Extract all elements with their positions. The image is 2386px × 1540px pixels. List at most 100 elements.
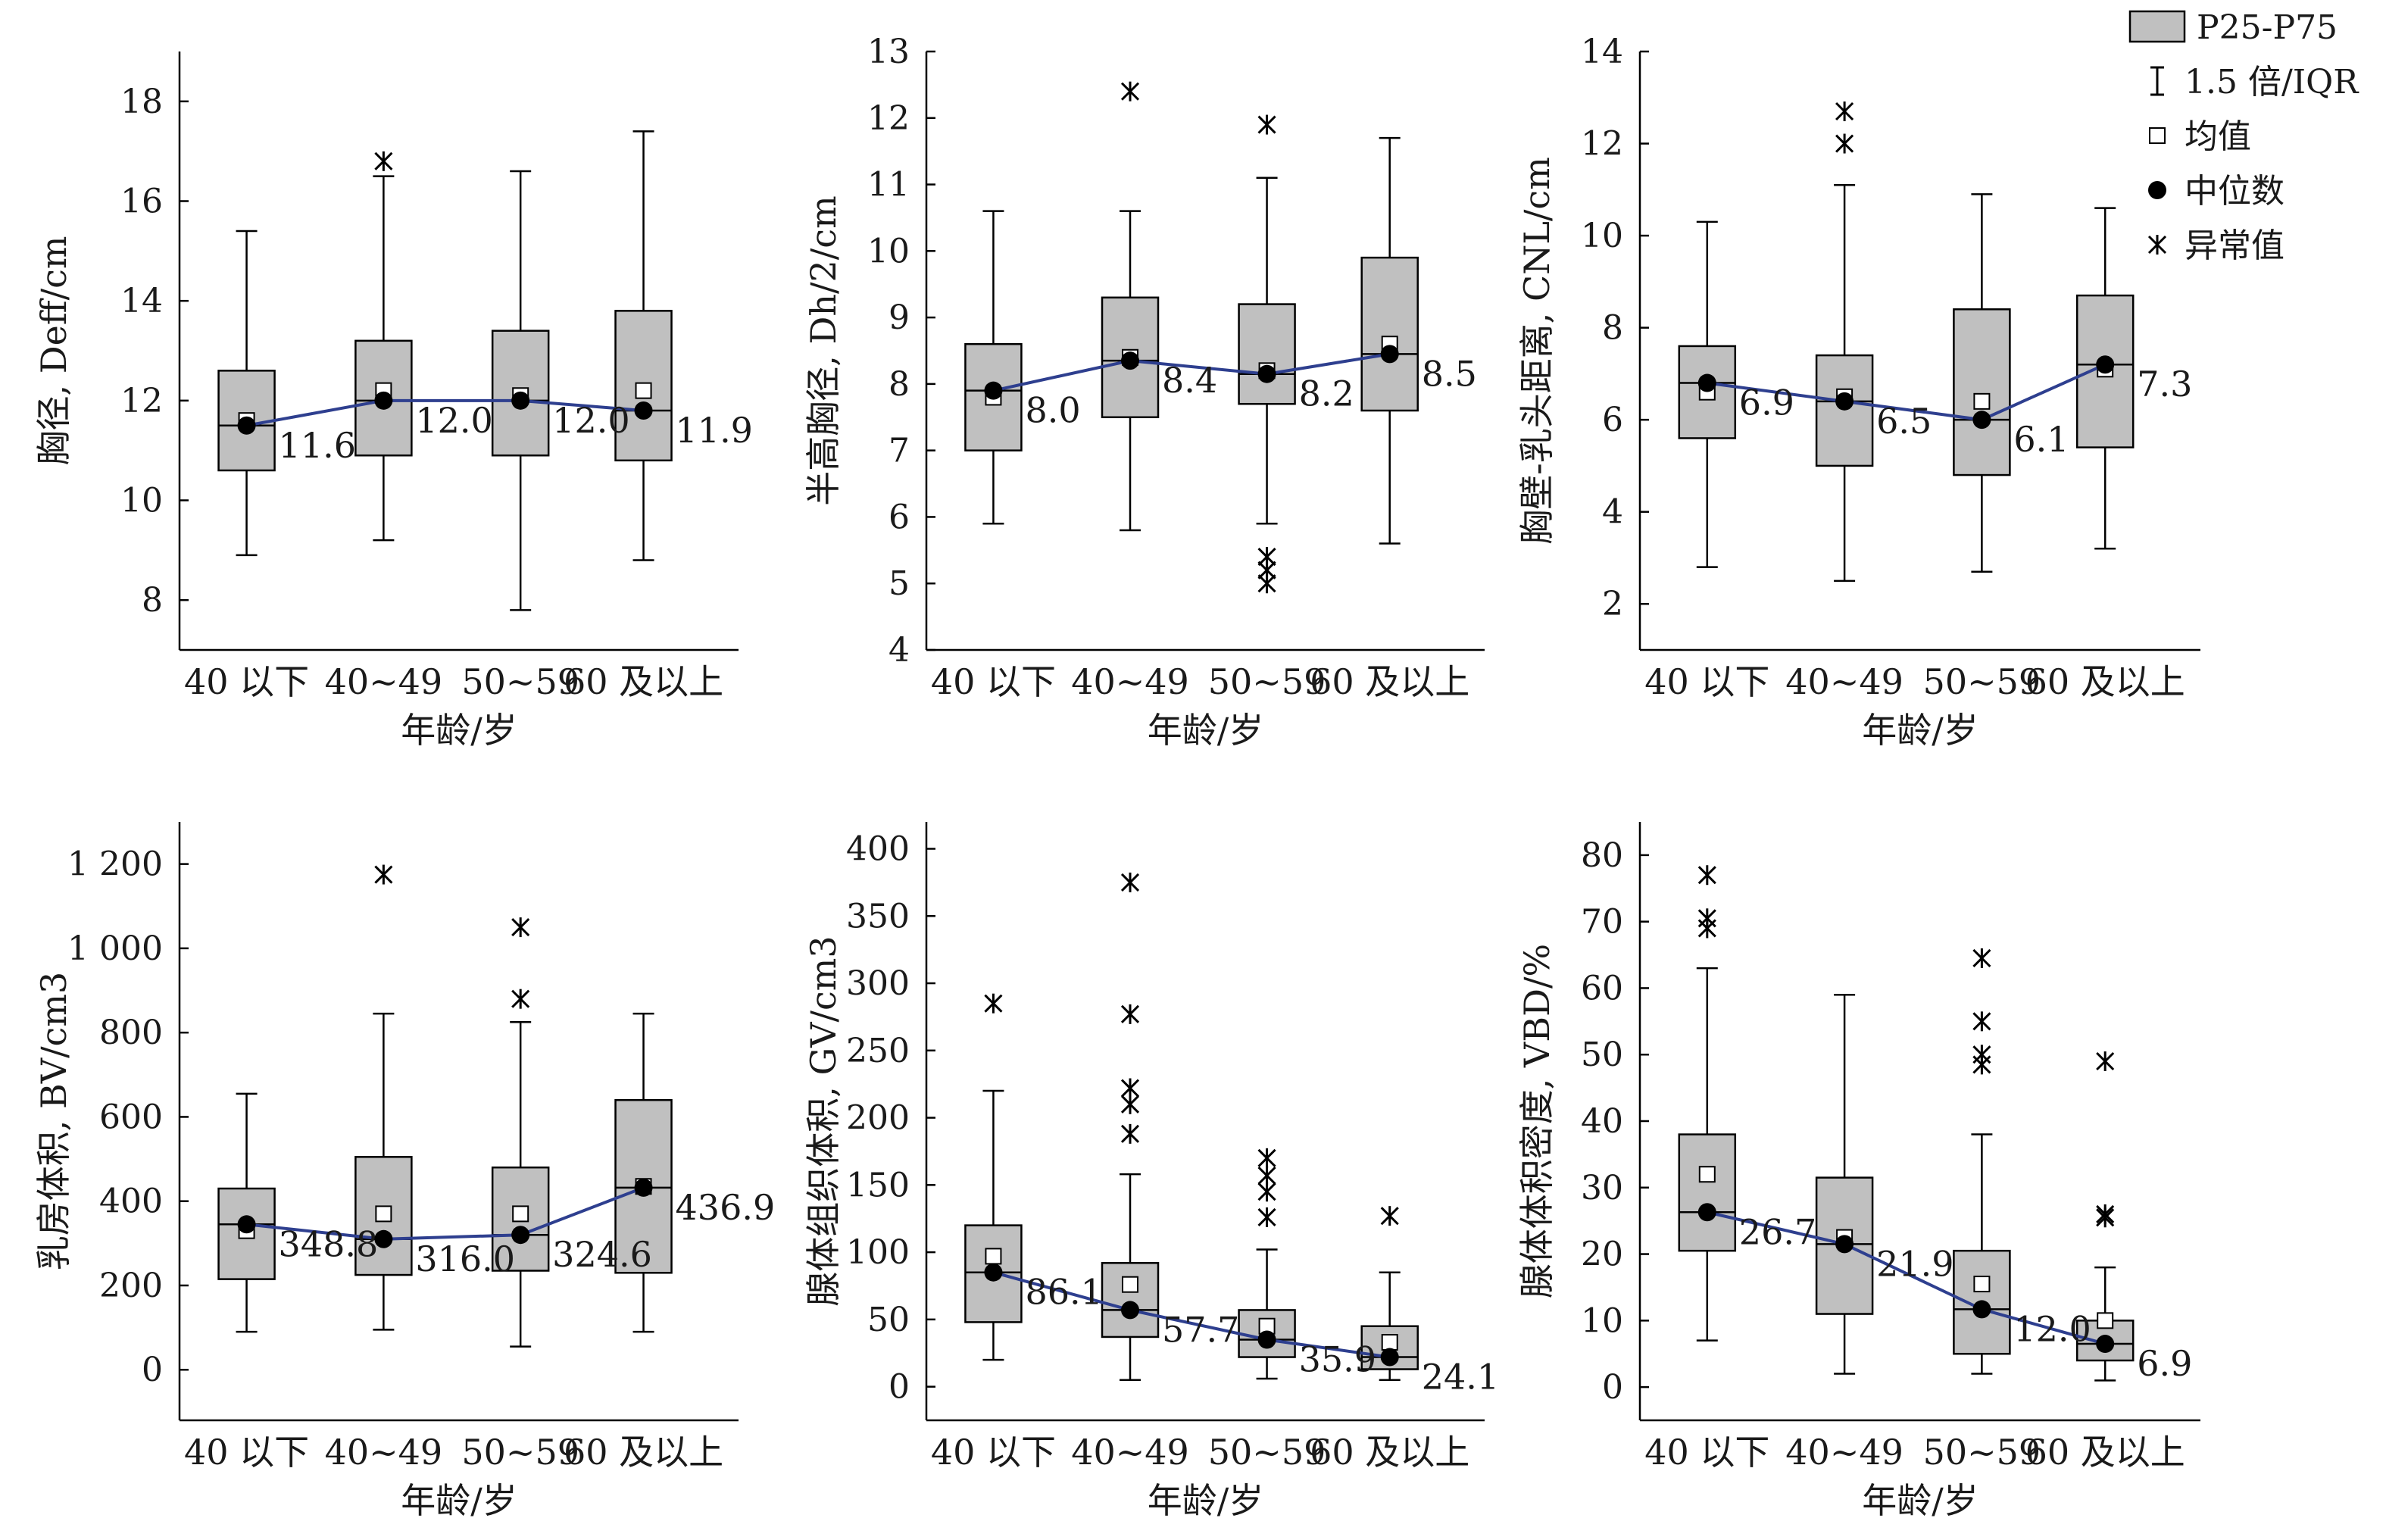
- median-value-label: 35.9: [1299, 1339, 1376, 1379]
- box-1: [217, 1092, 276, 1333]
- median-dot: [1697, 373, 1716, 392]
- median-trend-line: [1707, 363, 2106, 422]
- y-tick-label: 8: [889, 365, 910, 404]
- box-1: [1678, 220, 1737, 568]
- outlier-marker: [1697, 918, 1716, 939]
- y-tick-label: 250: [846, 1032, 910, 1070]
- x-axis-label: 年龄/岁: [1148, 1480, 1264, 1521]
- median-value-label: 348.8: [279, 1223, 379, 1264]
- median-dot: [374, 391, 393, 410]
- box-2: [354, 864, 413, 1331]
- chart-panel-1: 8 10 12 14 16 18 胸径, Deff/cm 40 以下 40~49 50~5960 …: [33, 52, 753, 751]
- outlier-marker: [1835, 102, 1854, 121]
- box-2: [1815, 102, 1874, 583]
- x-tick-label: 40 以下: [931, 1432, 1056, 1473]
- median-value-label: 12.0: [2013, 1308, 2091, 1349]
- x-tick-label: 50~59: [461, 661, 579, 702]
- y-tick-label: 50: [867, 1301, 910, 1339]
- box-4: [2075, 207, 2135, 550]
- median-dot: [634, 401, 653, 420]
- y-tick-label: 10: [1581, 217, 1623, 255]
- iqr-box: [1953, 308, 2011, 476]
- outlier-marker: [1257, 1182, 1276, 1202]
- x-tick-label: 60 及以上: [1310, 1432, 1469, 1473]
- outlier-marker: [511, 917, 530, 938]
- outlier-marker: [1972, 1054, 1991, 1075]
- legend-item-whisker: 1.5 倍/IQR: [2150, 63, 2359, 102]
- box-1: [1678, 865, 1737, 1342]
- iqr-box: [1815, 354, 1874, 467]
- box-2: [1101, 81, 1160, 532]
- outlier-marker: [1120, 1004, 1140, 1024]
- y-tick-label: 2: [1602, 585, 1623, 623]
- legend-item-mean: 均值: [2149, 117, 2251, 156]
- box-1: [964, 993, 1023, 1361]
- x-tick-label: 40 以下: [1644, 1432, 1769, 1473]
- median-value-label: 11.9: [676, 410, 753, 451]
- outlier-marker: [1120, 872, 1140, 892]
- y-axis-label: 腺体组织体积, GV/cm3: [803, 936, 844, 1306]
- median-dot: [511, 1226, 530, 1245]
- median-value-label: 21.9: [1876, 1243, 1953, 1284]
- median-value-label: 6.1: [2013, 419, 2069, 460]
- box-1: [964, 210, 1023, 525]
- chart-panel-5: 0 50 100 150 200 250 300 350 400 腺体组织体积, GV/cm3 40…: [803, 822, 1499, 1521]
- median-value-label: 8.5: [1422, 353, 1477, 394]
- x-tick-label: 40~49: [1071, 661, 1189, 702]
- outlier-marker: [511, 989, 530, 1009]
- mean-marker: [635, 382, 652, 399]
- y-tick-label: 14: [120, 282, 163, 320]
- box-3: [1238, 114, 1296, 594]
- y-tick-label: 60: [1581, 969, 1623, 1007]
- y-tick-label: 400: [99, 1182, 163, 1221]
- legend-mean-swatch: [2149, 127, 2166, 144]
- outlier-marker: [1120, 1094, 1140, 1114]
- x-axis-label: 年龄/岁: [1862, 710, 1978, 751]
- y-tick-label: 20: [1581, 1235, 1623, 1274]
- x-tick-label: 50~59: [1923, 1432, 2041, 1473]
- iqr-box: [1360, 256, 1419, 412]
- median-value-label: 12.0: [415, 400, 492, 441]
- outlier-marker: [984, 993, 1003, 1014]
- box-3: [1238, 1148, 1296, 1380]
- legend-label: P25-P75: [2197, 8, 2338, 47]
- y-tick-label: 1 000: [67, 929, 163, 968]
- median-value-label: 6.9: [1739, 383, 1794, 423]
- chart-panel-3: 2 4 6 8 10 12 14 胸壁-乳头距离, CNL/cm 40 以下 40~49 50~59…: [1516, 33, 2200, 751]
- median-value-label: 316.0: [415, 1239, 515, 1279]
- outlier-marker: [374, 864, 393, 885]
- y-tick-label: 4: [889, 631, 910, 670]
- box-3: [491, 917, 550, 1348]
- x-tick-label: 50~59: [1208, 1432, 1326, 1473]
- median-dot: [1257, 1330, 1276, 1349]
- median-dot: [1121, 351, 1140, 370]
- y-tick-label: 10: [120, 482, 163, 520]
- outlier-marker: [1835, 133, 1854, 154]
- legend-box-swatch: [2128, 10, 2186, 43]
- median-dot: [1972, 1300, 1991, 1319]
- median-value-label: 12.0: [552, 400, 629, 441]
- median-trend-line: [1707, 1210, 2106, 1345]
- y-tick-label: 8: [142, 581, 163, 620]
- y-tick-label: 10: [1581, 1301, 1623, 1340]
- y-tick-label: 18: [120, 83, 163, 121]
- box-4: [1360, 136, 1419, 545]
- legend-item-box: P25-P75: [2128, 8, 2338, 47]
- legend-item-outlier: 异常值: [2147, 226, 2285, 265]
- y-tick-label: 9: [889, 298, 910, 337]
- y-tick-label: 13: [867, 33, 910, 71]
- legend-label: 1.5 倍/IQR: [2185, 63, 2359, 102]
- mean-marker: [1122, 1276, 1139, 1293]
- iqr-box: [964, 342, 1023, 451]
- outlier-marker: [1972, 948, 1991, 968]
- median-dot: [237, 416, 256, 435]
- y-tick-label: 0: [142, 1351, 163, 1389]
- y-tick-label: 150: [846, 1166, 910, 1204]
- y-tick-label: 40: [1581, 1102, 1623, 1141]
- y-tick-label: 80: [1581, 836, 1623, 875]
- median-value-label: 6.5: [1876, 401, 1932, 442]
- y-tick-label: 10: [867, 232, 910, 270]
- outlier-marker: [1257, 114, 1276, 135]
